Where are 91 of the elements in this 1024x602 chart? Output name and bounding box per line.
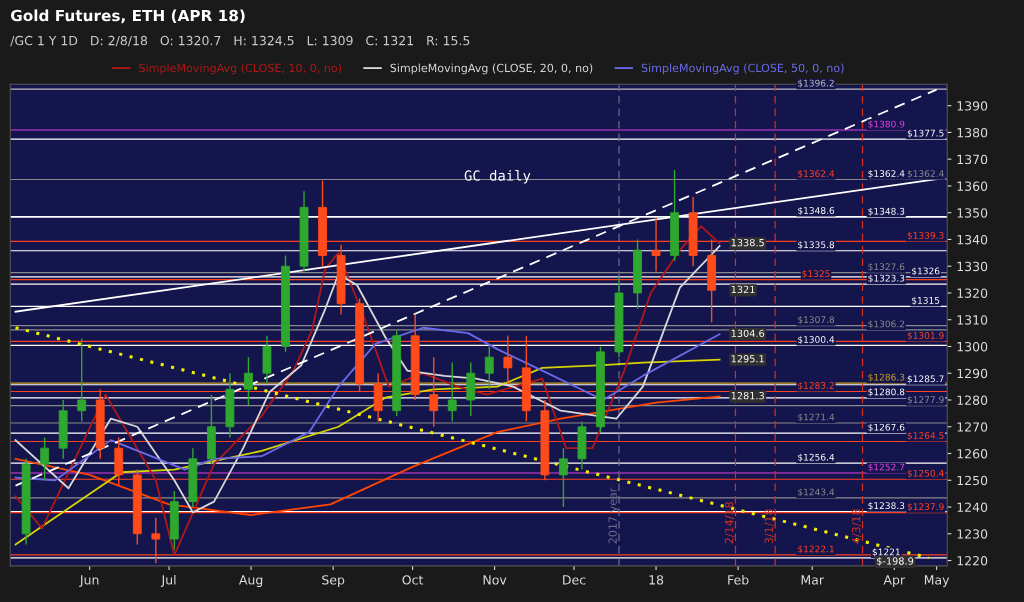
- legend-label: SimpleMovingAvg (CLOSE, 50, 0, no): [641, 63, 844, 75]
- line-series: [14, 326, 721, 482]
- ref-line-label: $1362.4: [907, 169, 944, 179]
- x-tick-label: Aug: [238, 575, 263, 588]
- y-tick-label: 1230: [957, 529, 988, 539]
- y-tick-label: 1270: [957, 422, 988, 432]
- ref-line-label: $1243.4: [798, 488, 835, 497]
- candlestick: [244, 356, 253, 407]
- candlestick: [484, 345, 494, 390]
- y-tick-label: 1240: [957, 502, 988, 512]
- ref-line-label: $1325: [802, 270, 830, 279]
- x-tick-label: Feb: [728, 574, 749, 585]
- y-tick-label: 1310: [957, 315, 988, 325]
- y-tick-label: 1260: [957, 448, 988, 459]
- legend-label: SimpleMovingAvg (CLOSE, 10, 0, no): [139, 63, 342, 75]
- y-tick-label: 1390: [957, 101, 988, 111]
- ref-line-label: 3/1/18: [764, 509, 774, 544]
- line-series: [14, 245, 721, 514]
- ref-line-label: $1222.1: [798, 545, 834, 554]
- ref-line-label: $1323.3: [868, 274, 905, 283]
- ref-line-label: $1252.7: [868, 463, 905, 472]
- x-tick-label: Nov: [483, 575, 507, 585]
- ref-line-label: $1271.4: [798, 413, 835, 422]
- ref-line-label: $1250.4: [907, 469, 944, 478]
- ref-line-label: $1348.3: [868, 207, 905, 216]
- x-tick-label: Dec: [563, 575, 586, 585]
- x-tick-label: Apr: [883, 575, 906, 588]
- annotation: 1321: [731, 285, 755, 294]
- ref-line-label: $1285.7: [907, 375, 944, 384]
- x-tick-label: May: [924, 575, 950, 588]
- ref-line-label: $1277.9: [907, 396, 944, 405]
- annotation: 1281.3: [731, 391, 764, 400]
- y-tick-label: 1360: [957, 181, 988, 191]
- ref-line-label: $1264.5: [907, 431, 944, 441]
- ref-line-label: $1377.5: [907, 129, 944, 138]
- y-tick-label: 1320: [957, 288, 988, 298]
- y-tick-label: 1220: [957, 556, 988, 566]
- annotation: 1304.6: [731, 329, 765, 337]
- ref-line-label: $1280.8: [868, 388, 905, 397]
- ref-line-label: $1300.4: [798, 335, 835, 345]
- chart-subtitle: /GC 1 Y 1D D: 2/8/18 O: 1320.7 H: 1324.5 L: 1309 C: 1321 R: 15.5: [10, 35, 470, 47]
- ref-line-label: $1256.4: [798, 453, 835, 462]
- ref-line-label: $1267.6: [868, 423, 905, 432]
- candlestick: [40, 436, 50, 481]
- ref-line-label: 4/3/18: [851, 509, 862, 544]
- candlestick: [447, 361, 457, 423]
- x-tick-label: Mar: [801, 575, 825, 585]
- ref-line-label: $1237.9: [907, 503, 944, 512]
- x-tick-label: Jul: [160, 574, 176, 587]
- ref-line-label: $1326: [912, 267, 940, 276]
- y-tick-label: 1290: [957, 368, 988, 379]
- annotation: 1338.5: [731, 238, 764, 247]
- y-tick-label: 1340: [957, 234, 988, 245]
- candlestick: [77, 337, 87, 423]
- candlestick: [559, 447, 568, 508]
- ref-line-label: $1301.9: [907, 331, 944, 341]
- ref-line-label: $1380.9: [868, 120, 905, 129]
- ref-line-label: $1286.3: [868, 373, 905, 382]
- ref-line-label: $1339.3: [907, 231, 944, 240]
- ref-line-label: $1396.2: [798, 79, 834, 88]
- ref-line-label: $1335.8: [798, 241, 835, 250]
- ref-line-label: $1362.4: [868, 169, 905, 179]
- ref-line-label: 2/14/18: [724, 502, 735, 544]
- chart-title: Gold Futures, ETH (APR 18): [11, 9, 245, 24]
- ref-line-label: $1307.8: [798, 316, 835, 325]
- ref-line-label: $1348.6: [798, 206, 835, 216]
- x-tick-label: Oct: [402, 575, 424, 585]
- x-tick-label: 18: [649, 575, 664, 585]
- ref-line-label: $1306.2: [868, 320, 905, 329]
- annotation: $-198.9: [877, 557, 914, 566]
- y-tick-label: 1370: [957, 154, 988, 165]
- annotation: GC daily: [464, 169, 531, 184]
- x-tick-label: Sep: [322, 575, 345, 588]
- line-series: [14, 358, 721, 546]
- x-tick-label: Jun: [79, 575, 99, 587]
- line-series: [14, 225, 721, 557]
- annotation: 1295.1: [731, 355, 764, 363]
- y-tick-label: 1380: [957, 127, 988, 138]
- line-series: [14, 395, 721, 516]
- ref-line-label: $1362.4: [798, 169, 835, 179]
- ref-line-label: $1327.6: [868, 263, 905, 272]
- ref-line-label: $1315: [912, 296, 940, 305]
- y-tick-label: 1350: [957, 208, 988, 218]
- y-tick-label: 1250: [957, 475, 988, 486]
- y-tick-label: 1330: [957, 261, 988, 272]
- y-tick-label: 1280: [957, 395, 988, 405]
- y-tick-label: 1300: [957, 341, 988, 352]
- legend-label: SimpleMovingAvg (CLOSE, 20, 0, no): [390, 63, 593, 75]
- ref-line-label: $1221: [872, 548, 900, 557]
- ref-line-label: $1283.2: [798, 381, 834, 391]
- ref-line-label: $1238.3: [868, 502, 905, 511]
